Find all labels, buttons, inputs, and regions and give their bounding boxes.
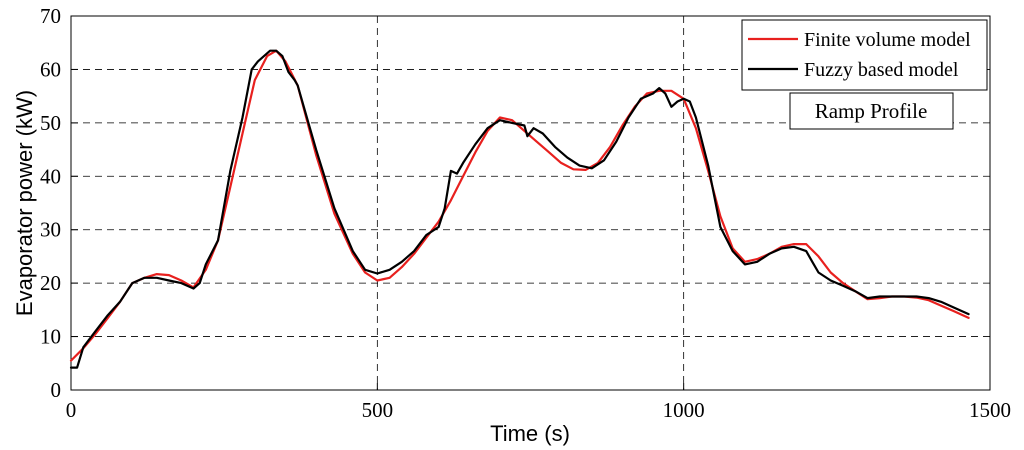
- x-tick-label: 1000: [663, 398, 705, 422]
- x-axis-label: Time (s): [490, 421, 570, 446]
- legend-label-finite-volume: Finite volume model: [804, 29, 971, 51]
- y-tick-label: 20: [40, 271, 61, 295]
- y-tick-label: 10: [40, 325, 61, 349]
- y-tick-label: 50: [40, 111, 61, 135]
- series-layer: [69, 49, 970, 369]
- x-tick-label: 0: [66, 398, 77, 422]
- plot-frame: [70, 15, 991, 391]
- x-tick-label: 1500: [969, 398, 1011, 422]
- series-line-fuzzy: [69, 49, 970, 369]
- legend-label-fuzzy: Fuzzy based model: [804, 59, 959, 81]
- x-tick-label: 500: [362, 398, 394, 422]
- axis-ticks: 0 500 1000 1500 0 10 20 30 40 50 60 70: [40, 4, 1011, 422]
- y-axis-label: Evaporator power (kW): [12, 90, 37, 316]
- annotation-box: [789, 92, 954, 130]
- y-tick-label: 30: [40, 218, 61, 242]
- y-tick-label: 70: [40, 4, 61, 28]
- legend-box: [741, 19, 988, 91]
- y-tick-label: 40: [40, 164, 61, 188]
- legend: Finite volume model Fuzzy based model: [741, 19, 988, 91]
- y-tick-label: 60: [40, 57, 61, 81]
- grid-lines: [71, 16, 990, 390]
- y-tick-label: 0: [51, 378, 62, 402]
- annotation-text: Ramp Profile: [815, 99, 928, 123]
- annotation: Ramp Profile: [789, 92, 954, 130]
